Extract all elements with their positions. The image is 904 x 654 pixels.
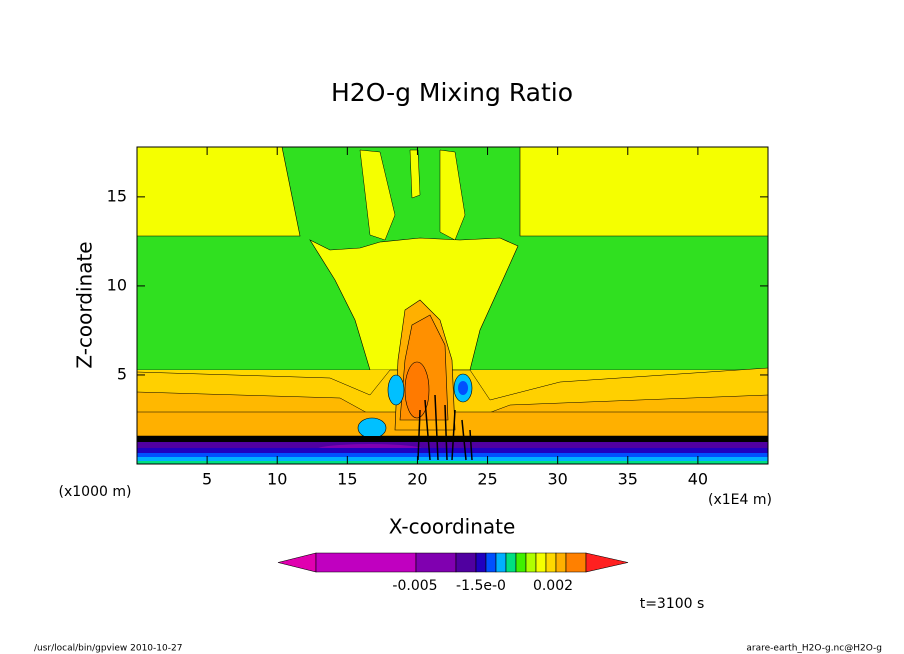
colorbar-label: 0.002 <box>533 578 573 594</box>
colorbar-segment <box>315 552 417 573</box>
colorbar-segment <box>525 552 537 573</box>
x-tick-label: 5 <box>202 470 212 489</box>
colorbar-segment <box>415 552 457 573</box>
plot-frame <box>136 146 769 465</box>
colorbar-label: -0.005 <box>392 578 437 594</box>
time-label: t=3100 s <box>640 596 705 612</box>
colorbar-segment <box>495 552 507 573</box>
y-tick-label: 10 <box>107 275 127 294</box>
colorbar-segment <box>485 552 497 573</box>
x-tick-label: 15 <box>337 470 357 489</box>
x-unit-label: (x1E4 m) <box>708 492 772 508</box>
colorbar-segment <box>505 552 517 573</box>
y-axis-label: Z-coordinate <box>73 241 97 368</box>
x-tick-label: 25 <box>477 470 497 489</box>
x-tick-label: 30 <box>547 470 567 489</box>
y-tick-label: 15 <box>107 186 127 205</box>
colorbar-segment <box>277 552 317 573</box>
colorbar-segment <box>545 552 557 573</box>
x-tick-label: 40 <box>688 470 708 489</box>
x-unit-label: (x1000 m) <box>59 484 132 500</box>
x-axis-label: X-coordinate <box>389 515 516 539</box>
x-tick-label: 35 <box>618 470 638 489</box>
chart-title: H2O-g Mixing Ratio <box>331 78 573 107</box>
colorbar-segment <box>535 552 547 573</box>
x-tick-label: 10 <box>267 470 287 489</box>
x-tick-label: 20 <box>407 470 427 489</box>
colorbar: -0.005 -1.5e-0 0.002 <box>277 552 629 594</box>
colorbar-segment <box>585 552 629 573</box>
colorbar-segment <box>475 552 487 573</box>
axes: 5 10 15 20 25 30 35 40 5 10 15 <box>107 147 768 489</box>
y-tick-label: 5 <box>117 364 127 383</box>
footer-right: arare-earth_H2O-g.nc@H2O-g <box>746 644 882 654</box>
colorbar-label: -1.5e-0 <box>456 578 506 594</box>
colorbar-segment <box>515 552 527 573</box>
colorbar-segment <box>565 552 587 573</box>
contour-field <box>137 147 768 464</box>
colorbar-segment <box>455 552 477 573</box>
colorbar-segment <box>555 552 567 573</box>
footer-left: /usr/local/bin/gpview 2010-10-27 <box>34 644 182 654</box>
